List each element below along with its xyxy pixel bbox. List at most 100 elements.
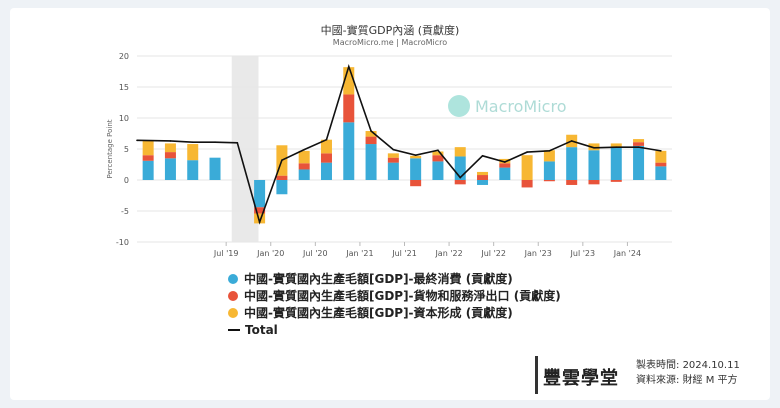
bar-consumption [655,166,667,180]
total-point [526,151,528,153]
bar-consumption [588,150,600,180]
x-tick-label: Jul '23 [570,249,596,258]
bar-consumption [142,160,154,180]
x-tick-label: Jan '24 [613,249,641,258]
bar-consumption [387,162,399,180]
bar-capital-formation [655,150,667,163]
x-tick-label: Jul '22 [480,249,506,258]
x-tick-label: Jul '21 [391,249,417,258]
footer: 豐雲學堂 製表時間: 2024.10.11 資料來源: 財經 M 平方 [533,356,768,396]
footer-meta: 製表時間: 2024.10.11 資料來源: 財經 M 平方 [636,358,740,388]
footer-divider [535,356,538,394]
total-point [660,150,662,152]
y-tick-label: 20 [119,52,129,61]
legend-line-icon [228,328,240,331]
total-point [191,141,194,143]
chart-title: 中國-實質GDP內涵 (貢獻度) [320,24,460,37]
bar-consumption [543,161,555,180]
watermark-logo: MacroMicro [448,95,566,117]
bar-consumption [432,161,444,180]
bar-net-exports [454,180,466,185]
bar-net-exports [432,155,444,162]
legend-label: 中國-實質國內生產毛額[GDP]-最終消費 (貢獻度) [244,272,513,286]
legend-dot-icon [228,290,238,301]
bar-consumption [410,158,422,180]
bar-capital-formation [142,140,154,156]
bar-net-exports [365,136,377,145]
made-value: 2024.10.11 [682,360,740,371]
bar-net-exports [164,152,176,159]
total-point [281,159,283,161]
bar-net-exports [298,163,310,170]
bar-net-exports [521,180,533,188]
total-line [136,63,661,225]
bar-net-exports [588,180,600,185]
legend-item-capital-formation[interactable]: 中國-實質國內生產毛額[GDP]-資本形成 (貢獻度) [228,304,561,321]
total-point [459,176,462,179]
bar-consumption [164,158,176,180]
total-point [214,141,216,143]
bar-net-exports [254,207,266,214]
bar-capital-formation [477,171,489,176]
bar-capital-formation [387,153,399,158]
bar-consumption [209,157,221,180]
bar-capital-formation [610,143,622,148]
total-point [414,154,417,156]
bar-consumption [320,162,332,180]
bar-consumption [343,122,355,180]
total-point [303,148,305,151]
bar-net-exports [610,180,622,182]
bar-net-exports [499,163,511,168]
total-point [136,139,138,142]
bar-capital-formation [633,139,645,143]
legend-item-net-exports[interactable]: 中國-實質國內生產毛額[GDP]-貨物和服務淨出口 (貢獻度) [228,287,561,304]
bar-capital-formation [499,158,511,164]
y-tick-label: -10 [116,238,129,247]
chart-card [10,8,770,400]
bar-consumption [610,147,622,180]
bar-net-exports [566,180,578,185]
bar-net-exports [633,142,645,146]
legend-item-total[interactable]: Total [228,321,561,338]
y-tick-label: 0 [124,176,129,185]
bar-capital-formation [454,147,466,157]
macromicro-logo-icon [448,95,470,117]
bar-capital-formation [254,213,266,224]
y-tick-label: 15 [119,83,129,92]
bar-capital-formation [365,131,377,137]
bar-consumption [633,145,645,180]
bar-capital-formation [343,67,355,95]
bar-net-exports [655,162,667,167]
total-point [637,146,640,148]
total-point [481,155,484,157]
y-axis-label: Percentage Point [106,119,114,178]
legend-label: 中國-實質國內生產毛額[GDP]-資本形成 (貢獻度) [244,306,513,320]
source-value: 財經 M 平方 [682,375,738,386]
total-point [570,140,573,142]
y-tick-label: 5 [124,145,129,154]
bar-consumption [454,156,466,180]
bar-consumption [499,167,511,180]
bar-net-exports [387,157,399,163]
total-point [593,146,595,149]
bar-capital-formation [187,144,199,161]
bar-consumption [276,180,288,195]
bar-net-exports [543,180,555,182]
total-point [437,149,439,152]
source-label: 資料來源: [636,375,680,386]
total-point [615,146,618,148]
bar-net-exports [343,94,355,123]
bar-capital-formation [543,150,555,162]
legend-item-consumption[interactable]: 中國-實質國內生產毛額[GDP]-最終消費 (貢獻度) [228,270,561,287]
bar-consumption [254,180,266,208]
total-point [548,150,551,152]
chart-subtitle: MacroMicro.me | MacroMicro [332,38,448,47]
bar-net-exports [477,175,489,180]
legend-dot-icon [228,307,238,318]
total-point [370,130,372,132]
made-label: 製表時間: [636,360,680,371]
bar-capital-formation [432,151,444,156]
total-point [325,138,328,141]
legend-label: 中國-實質國內生產毛額[GDP]-貨物和服務淨出口 (貢獻度) [244,289,561,303]
